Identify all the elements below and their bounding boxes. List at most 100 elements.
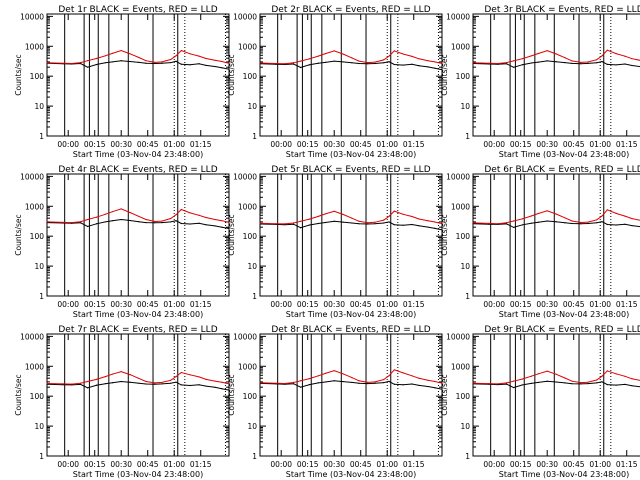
data-point-events xyxy=(418,65,420,67)
plot-frame xyxy=(46,173,230,297)
y-tick-label: 10 xyxy=(34,422,44,431)
data-point-lld xyxy=(488,62,490,64)
y-tick-label: 1 xyxy=(465,292,470,301)
x-tick-label: 01:00 xyxy=(163,140,185,149)
data-point-lld xyxy=(259,382,261,384)
data-point-lld xyxy=(154,382,156,384)
y-tick-label: 10 xyxy=(247,102,257,111)
x-tick-label: 01:00 xyxy=(376,300,398,309)
data-point-events xyxy=(317,382,319,384)
data-point-lld xyxy=(488,222,490,224)
data-point-lld xyxy=(488,382,490,385)
data-point-events xyxy=(388,380,390,383)
data-point-lld xyxy=(580,221,582,224)
data-point-events xyxy=(198,222,200,224)
data-point-events xyxy=(631,64,633,67)
data-point-lld xyxy=(170,217,172,220)
data-point-lld xyxy=(358,220,360,222)
data-point-lld xyxy=(601,55,603,57)
data-point-lld xyxy=(393,369,395,371)
x-axis-label: Start Time (03-Nov-04 23:48:00) xyxy=(499,310,629,319)
data-point-events xyxy=(402,224,404,226)
data-point-events xyxy=(505,383,508,385)
data-point-lld xyxy=(104,213,106,215)
data-point-events xyxy=(601,60,603,63)
data-point-events xyxy=(596,62,598,64)
y-tick-label: 10000 xyxy=(20,12,44,21)
data-point-lld xyxy=(120,208,122,210)
data-point-events xyxy=(292,383,295,385)
data-point-lld xyxy=(513,60,515,62)
data-point-events xyxy=(120,60,122,62)
data-point-events xyxy=(87,225,89,228)
x-tick-label: 00:15 xyxy=(84,460,106,469)
data-point-events xyxy=(513,66,515,68)
plot-frame xyxy=(472,13,640,137)
data-point-lld xyxy=(521,378,524,380)
data-point-events xyxy=(120,218,122,221)
data-point-lld xyxy=(221,220,223,222)
data-point-events xyxy=(555,381,557,383)
x-tick-label: 00:15 xyxy=(510,140,532,149)
x-tick-label: 00:30 xyxy=(536,300,558,309)
data-point-lld xyxy=(351,377,353,379)
data-point-lld xyxy=(367,222,369,224)
data-point-events xyxy=(324,381,326,383)
data-point-lld xyxy=(111,373,113,375)
data-point-events xyxy=(205,385,207,387)
data-point-lld xyxy=(95,378,98,380)
data-point-lld xyxy=(180,49,182,52)
y-tick-label: 1 xyxy=(465,452,470,461)
x-tick-label: 00:15 xyxy=(84,140,106,149)
data-point-events xyxy=(189,223,191,225)
y-axis-label: Counts/sec xyxy=(14,54,23,95)
data-point-events xyxy=(393,383,395,385)
data-point-events xyxy=(441,69,443,71)
data-point-lld xyxy=(145,218,147,221)
data-point-lld xyxy=(441,382,443,384)
data-point-events xyxy=(95,384,98,386)
data-point-lld xyxy=(342,53,344,55)
data-point-events xyxy=(138,61,140,63)
data-point-lld xyxy=(189,212,191,214)
data-point-events xyxy=(161,221,163,224)
data-point-lld xyxy=(555,373,557,375)
data-point-lld xyxy=(145,60,147,62)
x-axis-label: Start Time (03-Nov-04 23:48:00) xyxy=(286,310,416,319)
data-point-events xyxy=(546,220,548,222)
data-point-events xyxy=(180,222,182,225)
data-point-events xyxy=(388,61,390,63)
data-point-events xyxy=(631,224,633,227)
data-point-lld xyxy=(180,371,182,374)
data-point-events xyxy=(411,63,413,65)
data-point-events xyxy=(228,389,230,391)
x-tick-label: 01:00 xyxy=(376,140,398,149)
data-point-events xyxy=(624,223,626,225)
data-point-events xyxy=(580,383,582,385)
x-tick-label: 00:45 xyxy=(137,140,159,149)
x-tick-label: 00:30 xyxy=(323,460,345,469)
data-point-lld xyxy=(104,375,106,378)
x-tick-label: 00:00 xyxy=(270,460,292,469)
panel-title: Det 7r BLACK = Events, RED = LLD xyxy=(58,325,217,335)
panel-det-8: Det 8r BLACK = Events, RED = LLD 1 10 100 10… xyxy=(227,325,443,479)
data-point-lld xyxy=(555,213,557,215)
data-point-events xyxy=(170,221,172,223)
data-point-events xyxy=(198,384,200,386)
data-point-lld xyxy=(367,381,369,383)
data-point-lld xyxy=(564,377,566,379)
data-point-events xyxy=(175,60,177,62)
data-point-events xyxy=(170,382,172,384)
data-point-lld xyxy=(71,62,73,65)
y-tick-label: 1000 xyxy=(238,202,257,211)
data-point-events xyxy=(308,224,311,226)
data-point-lld xyxy=(546,370,548,372)
data-point-lld xyxy=(383,379,385,381)
data-point-events xyxy=(292,63,295,65)
data-point-events xyxy=(580,63,582,65)
data-point-lld xyxy=(214,59,216,61)
data-point-events xyxy=(564,382,566,384)
plot-frame xyxy=(259,173,443,297)
data-point-lld xyxy=(383,59,385,61)
data-point-lld xyxy=(292,62,295,64)
